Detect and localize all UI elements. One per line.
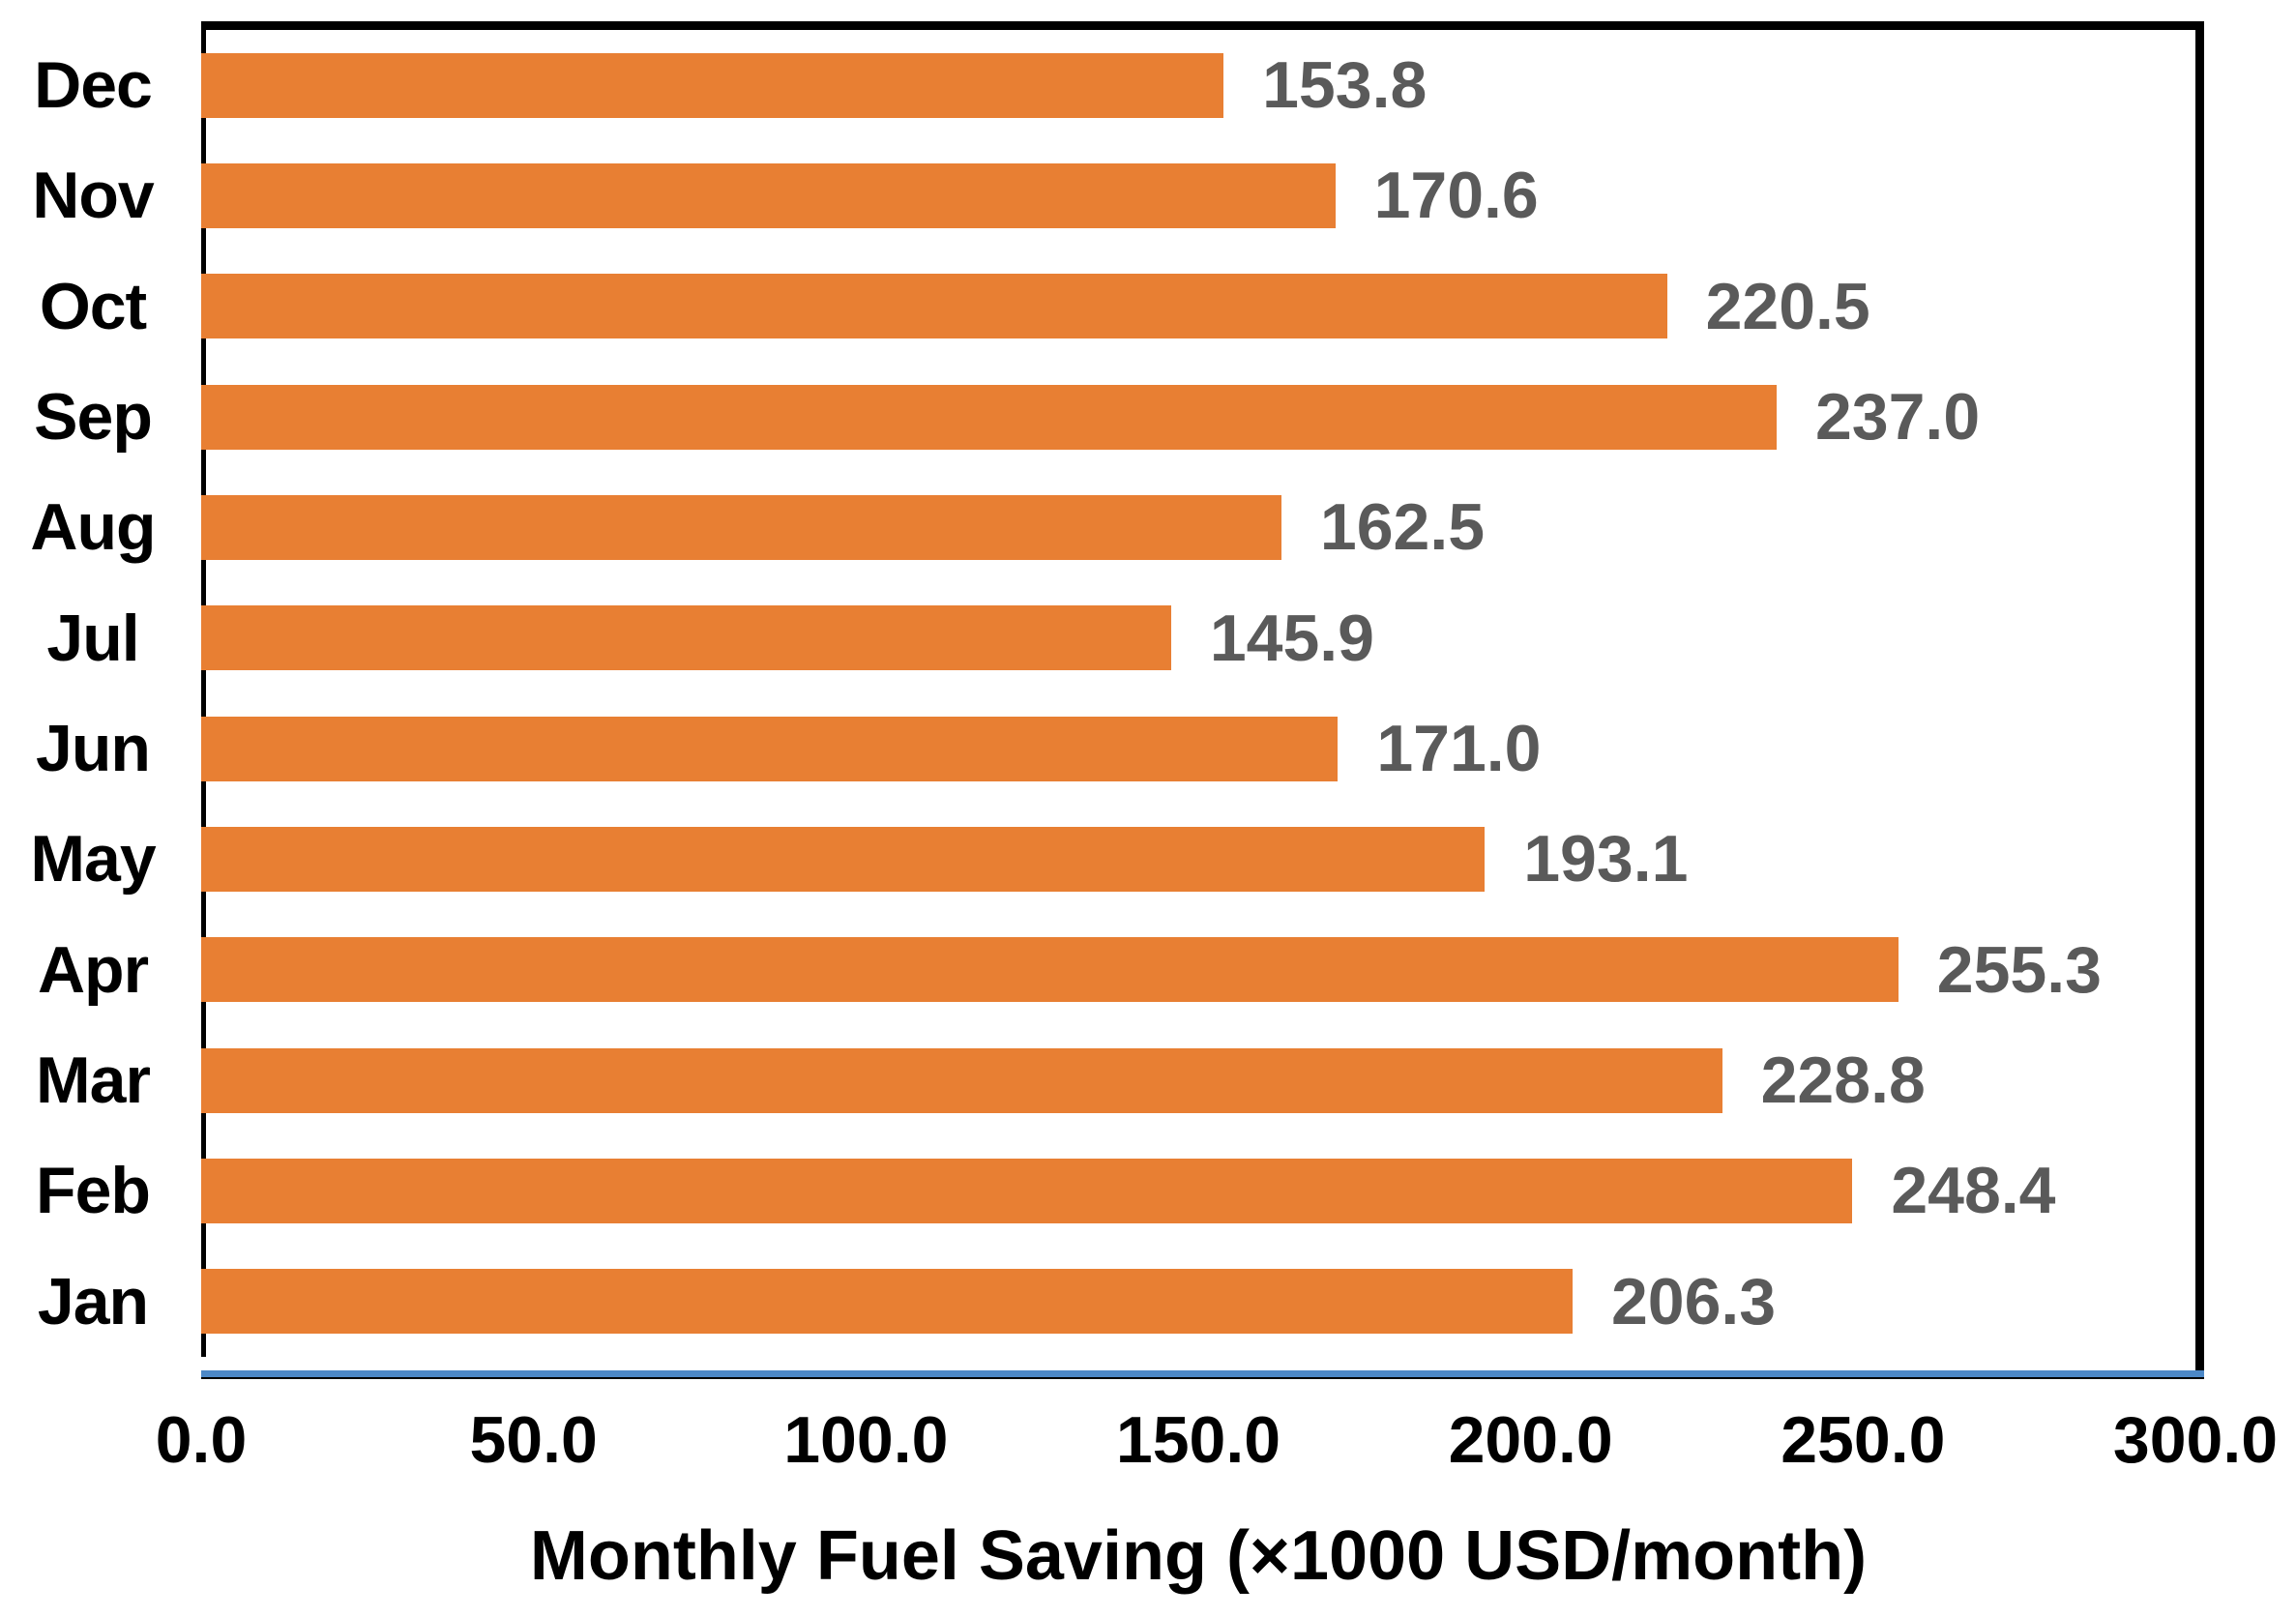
bar-row-aug: Aug 162.5 — [0, 472, 2296, 582]
category-label-sep: Sep — [34, 380, 153, 455]
x-tick-0: 0.0 — [155, 1403, 248, 1477]
bar-row-apr: Apr 255.3 — [0, 915, 2296, 1025]
bar-feb — [201, 1158, 1853, 1223]
category-label-mar: Mar — [36, 1044, 151, 1118]
x-tick-300: 300.0 — [2112, 1403, 2279, 1477]
x-axis-title: Monthly Fuel Saving (×1000 USD/month) — [529, 1517, 1868, 1595]
bar-row-sep: Sep 237.0 — [0, 362, 2296, 472]
x-tick-250: 250.0 — [1781, 1403, 1946, 1477]
x-axis-tick-labels: 0.0 50.0 100.0 150.0 200.0 250.0 300.0 — [0, 1402, 2296, 1480]
bar-apr — [201, 937, 1899, 1003]
bar-oct — [201, 274, 1667, 339]
x-tick-100: 100.0 — [783, 1403, 949, 1477]
y-axis-line — [201, 30, 206, 1357]
bar-row-jul: Jul 145.9 — [0, 583, 2296, 693]
category-label-apr: Apr — [37, 932, 149, 1007]
value-label-jul: 145.9 — [1209, 601, 1374, 675]
bar-jul — [201, 605, 1171, 671]
value-label-apr: 255.3 — [1936, 932, 2102, 1007]
value-label-dec: 153.8 — [1262, 48, 1428, 123]
x-tick-200: 200.0 — [1448, 1403, 1613, 1477]
category-label-may: May — [30, 822, 156, 897]
category-label-aug: Aug — [30, 490, 156, 565]
bar-row-feb: Feb 248.4 — [0, 1135, 2296, 1246]
value-label-feb: 248.4 — [1891, 1154, 2056, 1228]
bar-row-oct: Oct 220.5 — [0, 251, 2296, 362]
value-label-aug: 162.5 — [1319, 490, 1486, 565]
bar-row-jan: Jan 206.3 — [0, 1247, 2296, 1357]
value-label-sep: 237.0 — [1814, 380, 1981, 455]
category-label-jun: Jun — [36, 712, 151, 786]
value-label-mar: 228.8 — [1760, 1044, 1926, 1118]
x-tick-150: 150.0 — [1115, 1403, 1281, 1477]
category-label-jul: Jul — [46, 601, 139, 675]
bar-row-dec: Dec 153.8 — [0, 30, 2296, 140]
bar-jun — [201, 716, 1339, 781]
value-label-jun: 171.0 — [1376, 712, 1542, 786]
category-label-dec: Dec — [34, 48, 153, 123]
value-label-may: 193.1 — [1523, 822, 1689, 897]
bar-sep — [201, 384, 1777, 450]
value-label-nov: 170.6 — [1373, 159, 1539, 233]
bar-row-mar: Mar 228.8 — [0, 1025, 2296, 1135]
bar-row-may: May 193.1 — [0, 804, 2296, 914]
value-label-jan: 206.3 — [1610, 1264, 1777, 1338]
bar-mar — [201, 1047, 1722, 1113]
bar-aug — [201, 494, 1281, 560]
bar-rows: Dec 153.8 Nov 170.6 Oct 220.5 Sep 237.0 … — [0, 30, 2296, 1357]
category-label-feb: Feb — [36, 1154, 151, 1228]
category-label-jan: Jan — [37, 1264, 149, 1338]
category-label-oct: Oct — [39, 269, 147, 343]
category-label-nov: Nov — [32, 159, 154, 233]
bar-dec — [201, 52, 1224, 118]
bar-row-nov: Nov 170.6 — [0, 140, 2296, 250]
bar-row-jun: Jun 171.0 — [0, 693, 2296, 804]
x-tick-50: 50.0 — [469, 1403, 598, 1477]
baseline-accent-line — [201, 1370, 2204, 1377]
bar-may — [201, 826, 1486, 892]
bar-jan — [201, 1269, 1573, 1335]
bar-nov — [201, 162, 1336, 228]
value-label-oct: 220.5 — [1705, 269, 1870, 343]
